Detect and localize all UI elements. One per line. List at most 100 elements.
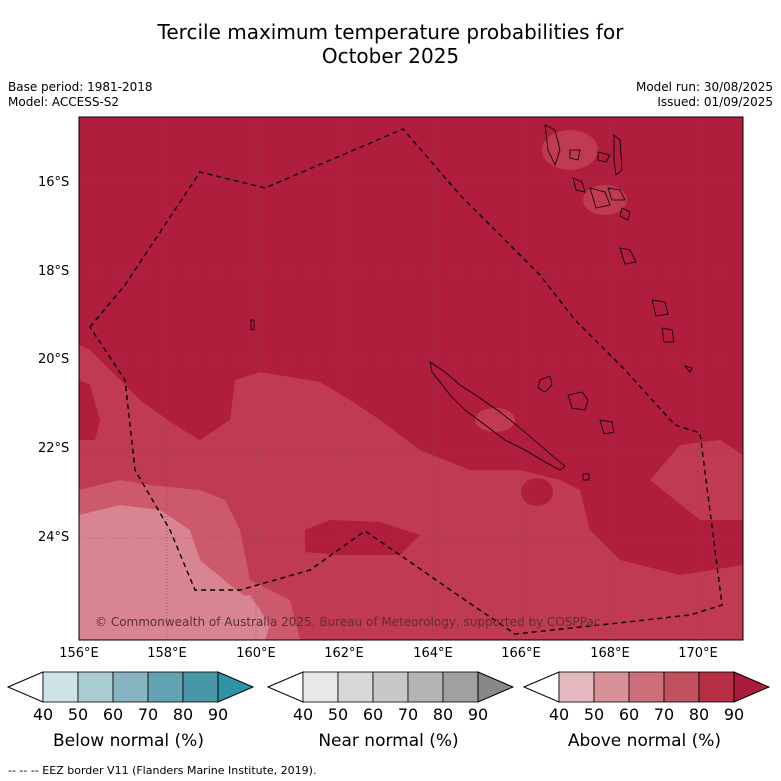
colorbar-tick-label: 70 [397,705,419,724]
colorbar-tick-label: 80 [688,705,710,724]
colorbar-segment [182,671,219,703]
colorbar-tick-label: 40 [32,705,54,724]
colorbar-segment [337,671,374,703]
eez-footer-note: -- -- -- EEZ border V11 (Flanders Marine… [8,764,317,777]
lon-tick-166e: 166°E [501,646,541,661]
map-title: Tercile maximum temperature probabilitie… [0,20,781,68]
map-frame [78,116,744,641]
lat-tick-18s: 18°S [38,264,70,279]
colorbar-tick-label: 80 [172,705,194,724]
probability-field [79,117,743,640]
field-80-90-pocket [305,520,420,555]
vanuatu-3 [597,151,611,163]
colorbar-extend-high [217,671,255,703]
field-70-80-east [650,440,743,520]
loyalty-isle-2 [567,391,589,411]
colorbar-tick-label: 40 [548,705,570,724]
colorbar-title-above: Above normal (%) [567,731,722,751]
colorbar-segment [42,671,79,703]
meta-left: Base period: 1981-2018 Model: ACCESS-S2 [8,80,153,110]
title-line-2: October 2025 [321,44,460,68]
colorbar-segment [558,671,595,703]
colorbar-segment [147,671,184,703]
eez-border [89,128,723,635]
vanuatu-8 [619,207,631,221]
vanuatu-7 [607,187,626,201]
meta-right: Model run: 30/08/2025 Issued: 01/09/2025 [636,80,773,110]
colorbar-segment [442,671,479,703]
lat-tick-16s: 16°S [38,175,70,190]
vanuatu-patch-2 [583,185,627,215]
field-50-60-patch [225,595,270,640]
colorbar-extend-low [6,671,44,703]
vanuatu-11 [661,327,675,343]
colorbar-below [6,671,255,703]
vanuatu-9 [619,247,637,265]
colorbar-tick-label: 90 [723,705,745,724]
base-period: Base period: 1981-2018 [8,80,153,94]
colorbar-tick-label: 40 [292,705,314,724]
new-caledonia [429,361,566,471]
colorbar-tick-label: 80 [432,705,454,724]
colorbar-segment [628,671,665,703]
colorbar-segment [698,671,735,703]
coastlines [250,124,693,481]
title-line-1: Tercile maximum temperature probabilitie… [157,20,624,44]
vanuatu-2 [569,149,581,161]
colorbar-tick-label: 50 [583,705,605,724]
islet-2 [582,473,590,481]
colorbar-extend-low [266,671,304,703]
vanuatu-5 [572,177,586,193]
vanuatu-6 [589,187,611,209]
colorbar-tick-label: 50 [67,705,89,724]
colorbar-tick-label: 70 [137,705,159,724]
colorbar-tick-label: 70 [653,705,675,724]
colorbar-extend-high [733,671,771,703]
colorbar-segment [77,671,114,703]
loyalty-isle-3 [599,419,615,435]
field-80-90-west-strip [79,380,100,440]
model-name: Model: ACCESS-S2 [8,95,120,109]
new-caledonia-patch [475,408,515,432]
lat-tick-20s: 20°S [38,352,70,367]
colorbar-above [522,671,771,703]
vanuatu-10 [651,299,669,317]
colorbar-extend-high [477,671,515,703]
field-80-90-ellipse [521,478,553,506]
colorbar-tick-label: 90 [207,705,229,724]
colorbar-tick-label: 50 [327,705,349,724]
model-run: Model run: 30/08/2025 [635,80,773,94]
colorbar-segment [372,671,409,703]
colorbar-title-below: Below normal (%) [53,731,204,751]
colorbar-extend-low [522,671,560,703]
vanuatu-1 [544,124,561,167]
copyright-notice: © Commonwealth of Australia 2025, Bureau… [95,615,601,629]
lon-tick-164e: 164°E [413,646,453,661]
colorbar-segment [302,671,339,703]
colorbar-tick-label: 60 [618,705,640,724]
vanuatu-4 [613,134,623,176]
vanuatu-12 [683,365,693,373]
lat-tick-22s: 22°S [38,441,70,456]
lon-tick-160e: 160°E [236,646,276,661]
colorbar-near [266,671,515,703]
colorbar-segment [112,671,149,703]
loyalty-isle-1 [537,375,553,393]
islet-1 [250,319,255,331]
issued-date: Issued: 01/09/2025 [657,95,773,109]
lon-tick-168e: 168°E [590,646,630,661]
colorbar-title-near: Near normal (%) [318,731,459,751]
colorbar-tick-label: 90 [467,705,489,724]
lon-tick-162e: 162°E [324,646,364,661]
gridlines [79,117,743,640]
lon-tick-158e: 158°E [147,646,187,661]
colorbar-segment [663,671,700,703]
field-50-60 [79,505,255,640]
lon-tick-170e: 170°E [678,646,718,661]
colorbar-segment [407,671,444,703]
colorbar-segment [593,671,630,703]
colorbar-tick-label: 60 [102,705,124,724]
colorbar-tick-label: 60 [362,705,384,724]
lat-tick-24s: 24°S [38,530,70,545]
